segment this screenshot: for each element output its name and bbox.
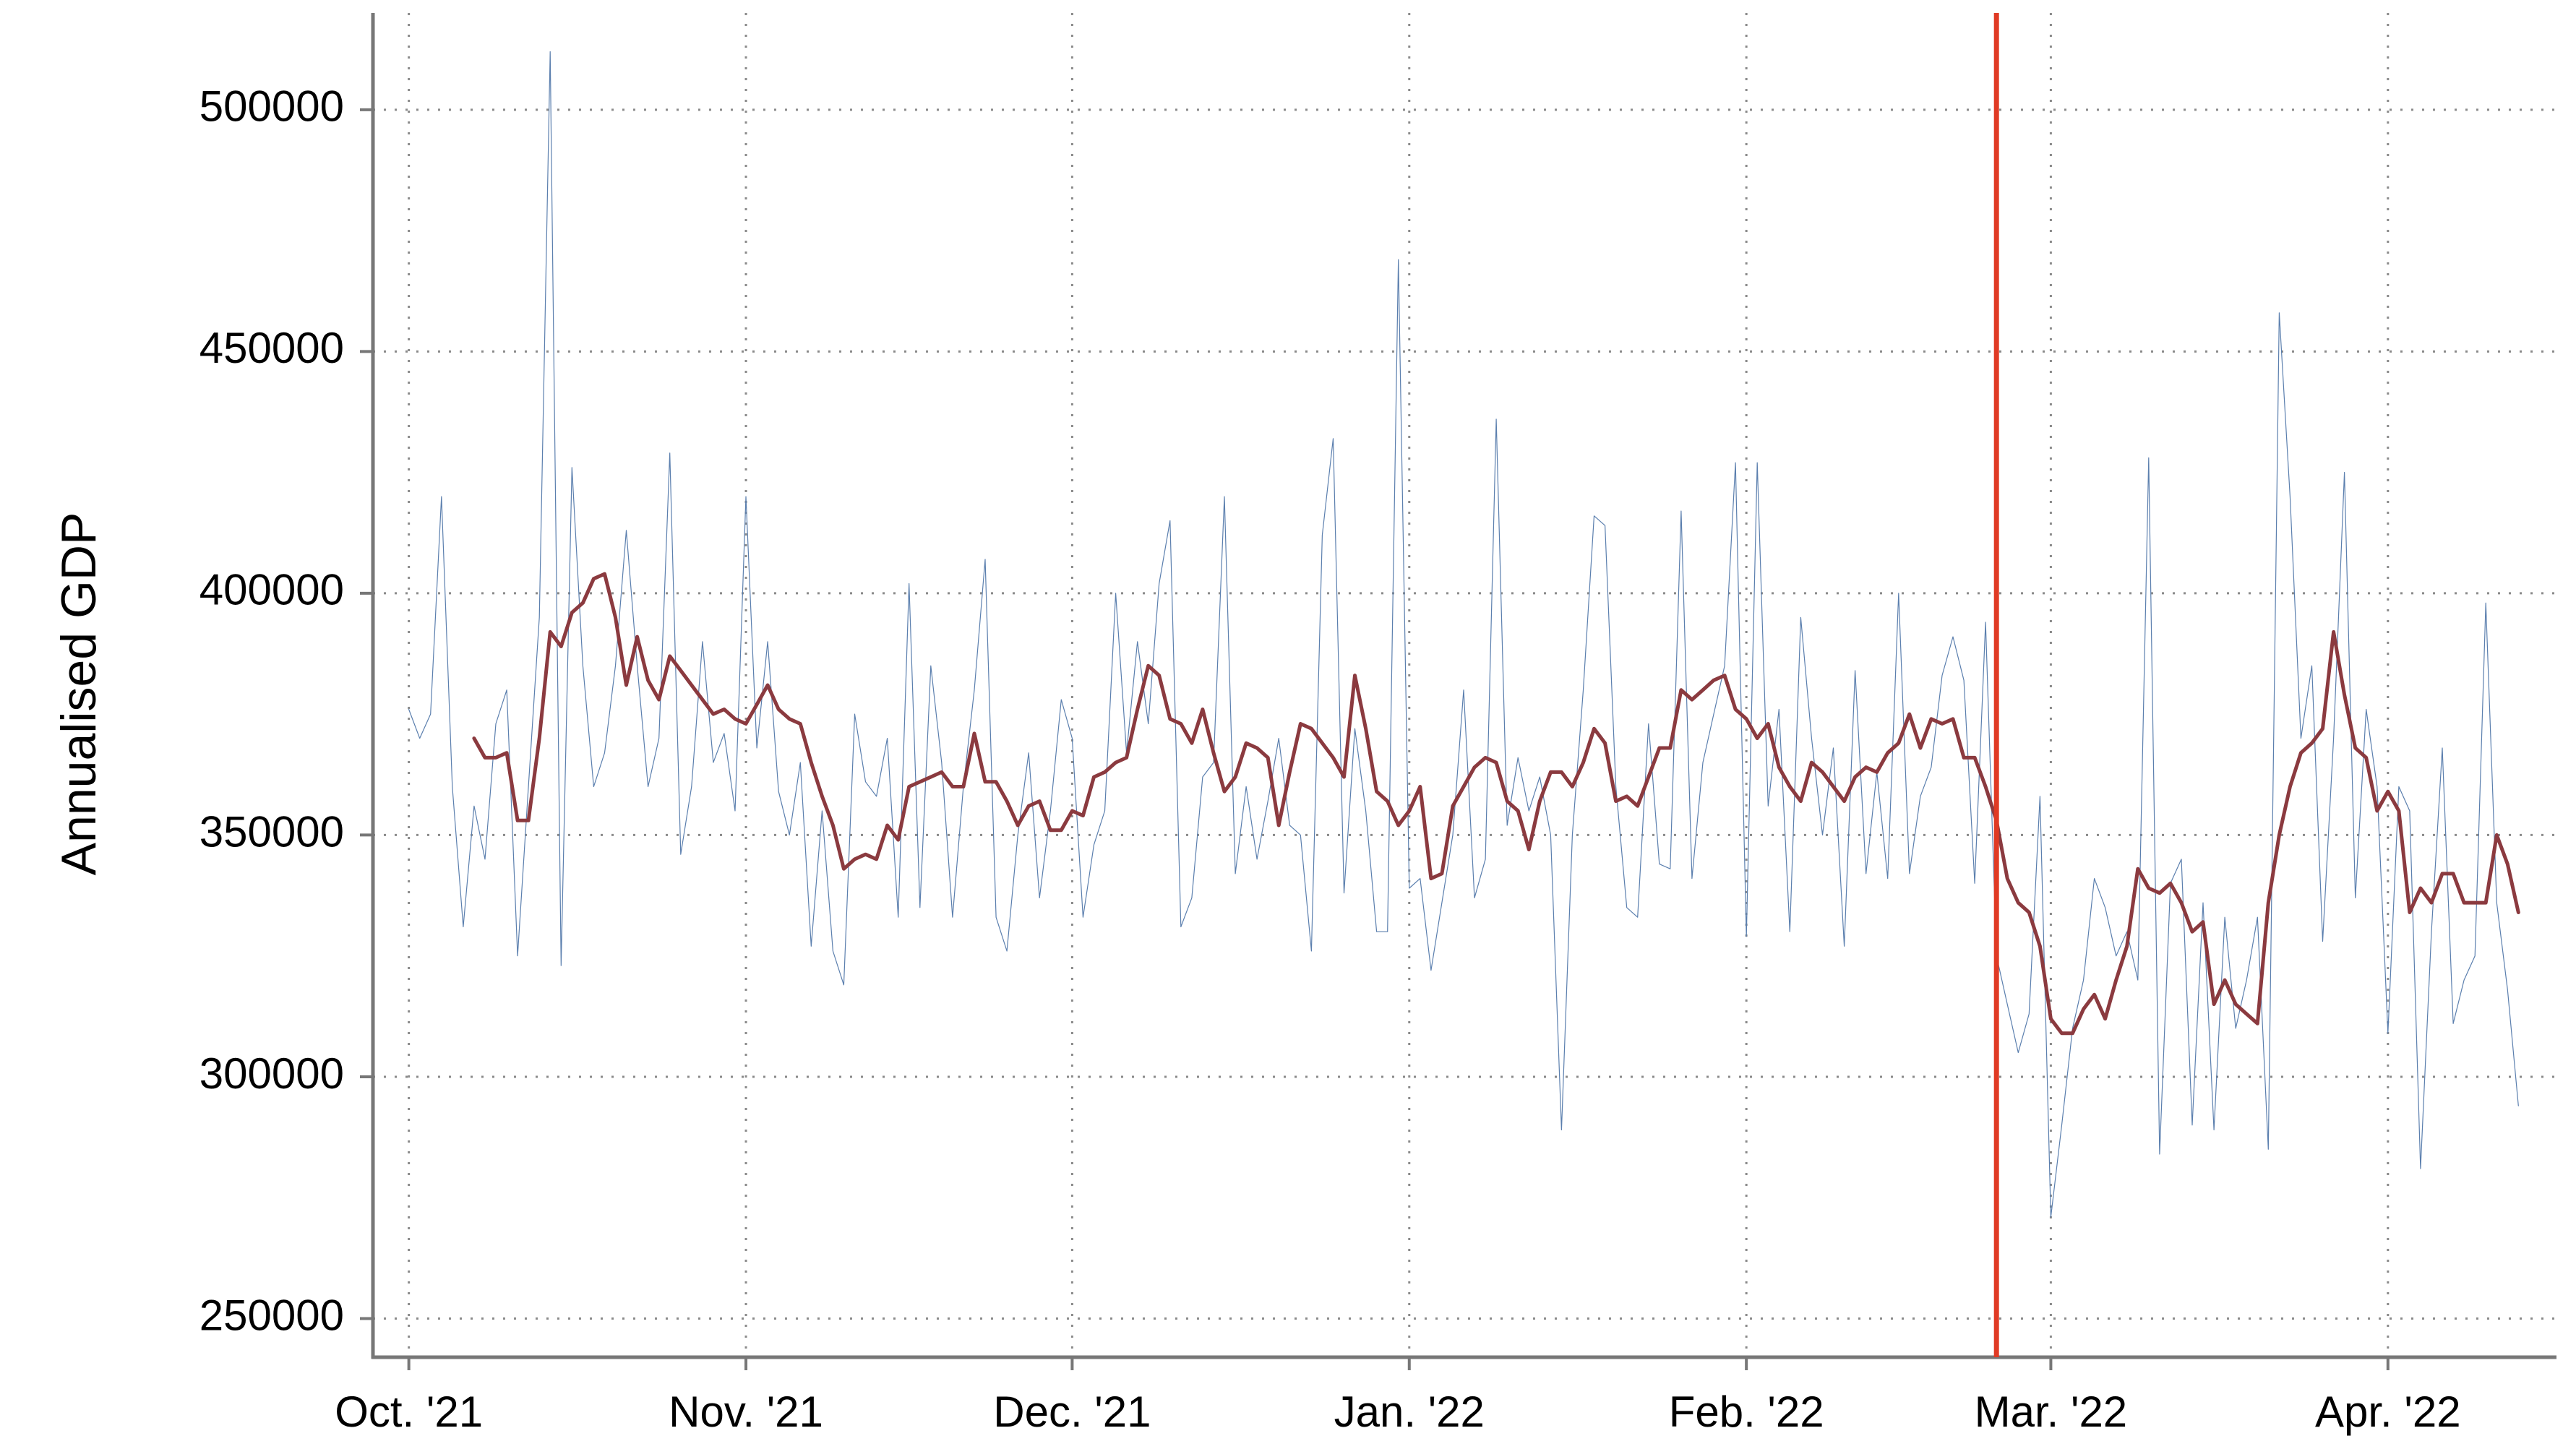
x-tick-label: Feb. '22 — [1669, 1388, 1824, 1436]
y-tick-label: 400000 — [199, 566, 344, 614]
y-tick-label: 450000 — [199, 324, 344, 372]
y-tick-label: 350000 — [199, 807, 344, 856]
x-tick-label: Dec. '21 — [993, 1388, 1151, 1436]
y-axis-label: Annualised GDP — [51, 512, 106, 876]
y-tick-label: 250000 — [199, 1291, 344, 1339]
y-tick-label: 300000 — [199, 1049, 344, 1098]
x-tick-label: Apr. '22 — [2315, 1388, 2461, 1436]
series-line — [408, 51, 2519, 1218]
series-line — [472, 572, 2520, 1036]
x-tick-label: Jan. '22 — [1334, 1388, 1485, 1436]
x-tick-label: Mar. '22 — [1975, 1388, 2128, 1436]
x-tick-label: Oct. '21 — [335, 1388, 483, 1436]
y-tick-label: 500000 — [199, 82, 344, 131]
x-tick-label: Nov. '21 — [669, 1388, 823, 1436]
